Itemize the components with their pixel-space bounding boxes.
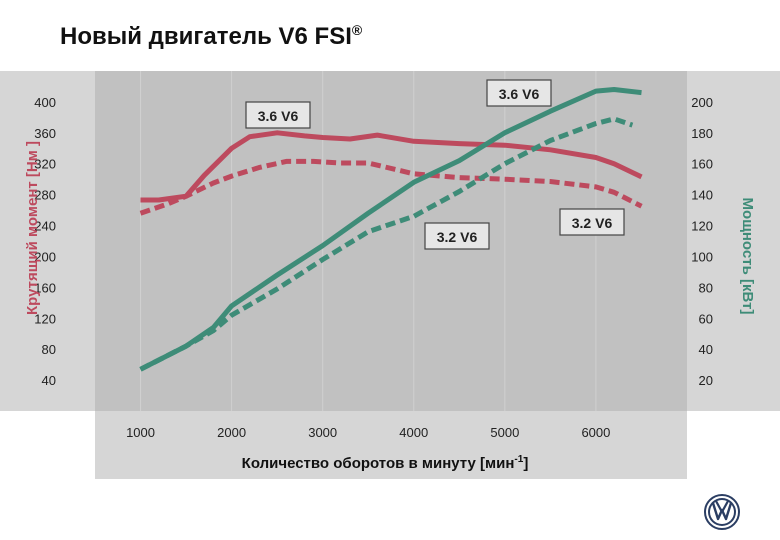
right-axis-ticks: 20 40 60 80 100 120 140 160 180 200: [691, 95, 713, 388]
x-tick-label: 5000: [490, 425, 519, 440]
series-label-box: 3.2 V6: [424, 222, 490, 250]
x-tick-label: 2000: [217, 425, 246, 440]
left-tick-label: 400: [34, 95, 56, 110]
series-label-box: 3.2 V6: [559, 208, 625, 236]
left-tick-label: 160: [34, 280, 56, 295]
page-title: Новый двигатель V6 FSI®: [60, 22, 362, 51]
left-tick-label: 40: [42, 373, 56, 388]
left-axis-ticks: 40 80 120 160 200 240 280 320 360 400: [34, 95, 56, 388]
gridlines: [140, 71, 597, 411]
x-tick-label: 3000: [308, 425, 337, 440]
right-tick-label: 60: [699, 311, 713, 326]
y-axis-left-label: Крутящий момент [Нм ]: [24, 141, 41, 315]
left-tick-label: 200: [34, 249, 56, 264]
series-line-torque-dashed: [139, 158, 643, 216]
y-axis-right-label: Мощность [кВт]: [739, 198, 756, 315]
series-label-text: 3.6 V6: [258, 108, 299, 124]
series-label-text: 3.2 V6: [437, 229, 478, 245]
series-labels: 3.6 V6 3.6 V6 3.2 V6 3.2 V6: [245, 79, 625, 250]
left-tick-label: 320: [34, 157, 56, 172]
series-label-frame: [424, 222, 490, 250]
series-label-text: 3.6 V6: [499, 86, 540, 102]
x-axis-label: Количество оборотов в минуту [мин-1]: [242, 454, 529, 472]
right-tick-label: 80: [699, 280, 713, 295]
series-label-frame: [559, 208, 625, 236]
right-tick-label: 120: [691, 219, 713, 234]
x-tick-label: 4000: [399, 425, 428, 440]
series-line-power-dashed: [139, 116, 634, 372]
right-tick-label: 180: [691, 126, 713, 141]
left-tick-label: 120: [34, 311, 56, 326]
right-tick-label: 20: [699, 373, 713, 388]
right-tick-label: 100: [691, 249, 713, 264]
vw-logo-icon: [704, 494, 740, 530]
x-axis-ticks: 1000 2000 3000 4000 5000 6000: [126, 425, 610, 440]
right-tick-label: 200: [691, 95, 713, 110]
right-tick-label: 160: [691, 157, 713, 172]
x-tick-label: 1000: [126, 425, 155, 440]
series-line-torque-solid: [140, 130, 643, 203]
registered-mark: ®: [351, 22, 363, 38]
series-label-frame: [245, 101, 311, 129]
left-tick-label: 280: [34, 188, 56, 203]
series-label-box: 3.6 V6: [486, 79, 552, 107]
right-tick-label: 40: [699, 342, 713, 357]
left-tick-label: 80: [42, 342, 56, 357]
x-tick-label: 6000: [581, 425, 610, 440]
series-label-box: 3.6 V6: [245, 101, 311, 129]
series-label-frame: [486, 79, 552, 107]
title-text: Новый двигатель V6 FSI: [60, 23, 352, 50]
xaxis-panel: [95, 411, 687, 479]
series-layer: [139, 87, 643, 372]
series-line-power-solid: [139, 87, 642, 372]
plot-area: [95, 71, 687, 411]
left-tick-label: 360: [34, 126, 56, 141]
series-label-text: 3.2 V6: [572, 215, 613, 231]
right-tick-label: 140: [691, 188, 713, 203]
left-tick-label: 240: [34, 219, 56, 234]
